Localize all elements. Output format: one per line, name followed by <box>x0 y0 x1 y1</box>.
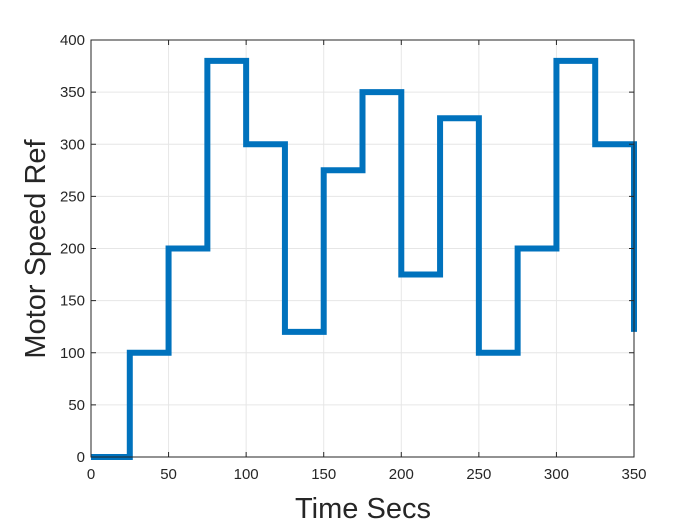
x-tick-label: 250 <box>466 466 491 483</box>
y-tick-label: 100 <box>60 345 85 362</box>
y-tick-label: 250 <box>60 188 85 205</box>
x-tick-label: 100 <box>234 466 259 483</box>
y-tick-label: 400 <box>60 32 85 49</box>
y-tick-label: 0 <box>77 449 85 466</box>
x-tick-label: 0 <box>87 466 95 483</box>
y-tick-labels: 0 50 100 150 200 250 300 350 400 <box>60 32 85 466</box>
x-tick-labels: 0 50 100 150 200 250 300 350 <box>87 466 647 483</box>
x-tick-label: 350 <box>621 466 646 483</box>
x-tick-label: 200 <box>389 466 414 483</box>
y-axis-title: Motor Speed Ref <box>20 138 52 358</box>
y-tick-label: 350 <box>60 84 85 101</box>
y-tick-label: 50 <box>68 397 85 414</box>
y-tick-label: 200 <box>60 241 85 258</box>
axes-box <box>90 39 635 458</box>
x-axis-title: Time Secs <box>295 493 431 525</box>
y-tick-label: 300 <box>60 136 85 153</box>
y-tick-label: 150 <box>60 293 85 310</box>
series-line <box>91 57 637 460</box>
plot-area <box>91 57 637 460</box>
x-tick-label: 300 <box>544 466 569 483</box>
x-tick-label: 50 <box>160 466 177 483</box>
x-tick-label: 150 <box>311 466 336 483</box>
